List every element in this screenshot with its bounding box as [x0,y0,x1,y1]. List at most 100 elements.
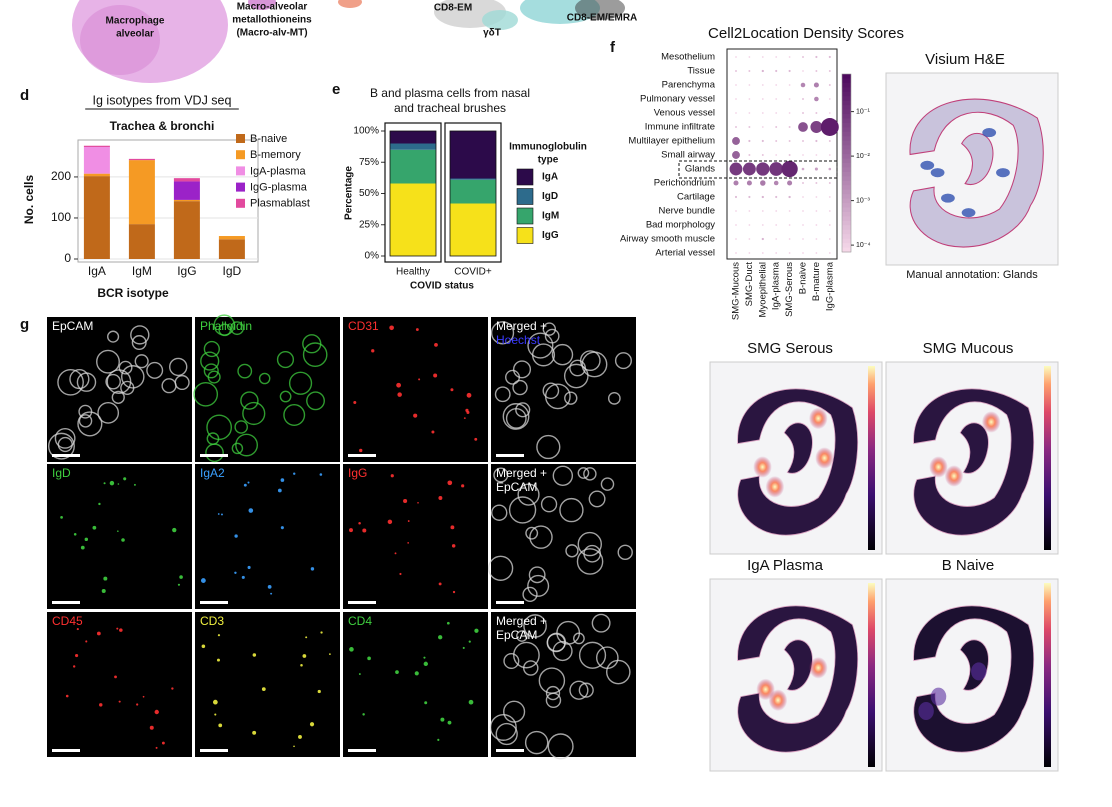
texture [394,552,397,555]
x-tick-label: IgG [177,264,196,278]
colorbar-step [842,105,851,111]
texture [431,430,435,434]
map-tissue [913,388,1034,536]
texture [161,378,177,394]
bar-segment [390,183,436,256]
texture [200,351,220,371]
dot [802,196,804,198]
texture [588,490,606,508]
he-tissue [909,98,1044,248]
texture [503,652,520,670]
colorbar-step [842,87,851,93]
texture [69,368,90,390]
dot [815,139,818,143]
texture [155,746,158,749]
texture [495,722,518,746]
colorbar-tick-label: 10⁻² [856,153,870,160]
texture [288,371,313,395]
texture [564,391,578,405]
texture [117,483,120,485]
dot [814,167,818,171]
texture [447,480,453,486]
texture [298,734,302,739]
dot [773,180,779,186]
dot [761,224,764,226]
legend-label: B-naive [250,133,287,145]
bar-segment [83,146,110,174]
row-label: Immune infiltrate [645,122,715,133]
scale-bar [348,454,376,457]
texture [119,628,123,632]
row-label: Pulmonary vessel [640,94,715,105]
column-label: IgA-plasma [771,261,782,310]
dot [802,154,804,156]
tile-label: CD3 [200,614,224,628]
dot [748,139,751,143]
texture [614,352,632,370]
texture [118,700,121,703]
dot [761,112,764,114]
texture [433,373,438,378]
colorbar-step [842,145,851,151]
dot [815,252,818,254]
texture [600,477,615,491]
dot [775,195,778,199]
texture [103,482,106,485]
texture [76,628,79,631]
texture [85,640,88,643]
bar-segment [390,131,436,144]
colorbar-step [842,229,851,235]
dot [798,122,808,132]
texture [78,414,93,428]
texture [106,369,132,395]
legend-label: IgA-plasma [250,165,307,177]
texture [502,403,530,430]
legend-swatch [236,134,245,143]
visium-caption: Manual annotation: Glands [906,269,1038,281]
texture [437,738,440,741]
texture [491,504,508,521]
scale-bar [496,454,524,457]
micrograph [343,317,488,462]
map-image [913,605,1034,753]
texture [213,314,235,336]
texture [529,525,553,549]
dot [775,69,778,73]
row-label: Bad morphology [646,220,715,231]
dot [748,112,751,114]
dot [735,238,737,240]
dot [788,154,791,156]
legend-swatch [516,207,534,225]
map-colorbar [1044,583,1051,767]
dot [748,224,751,226]
dot [761,210,764,212]
bar-segment [128,160,155,225]
texture [80,545,85,550]
texture [551,343,574,366]
legend-label: Plasmablast [250,198,310,210]
texture [578,682,594,698]
map-hotspot [753,456,772,478]
texture [414,671,419,676]
texture [309,722,315,727]
texture [396,382,401,388]
dot [828,196,831,198]
texture [577,531,602,557]
dot [748,70,751,72]
texture [540,496,558,513]
dot [828,55,831,59]
row-label: Glands [685,164,715,175]
tile-label: EpCAM [496,628,537,642]
texture [573,632,585,645]
bar-segment [83,176,110,259]
colorbar-step [842,122,851,128]
texture [329,653,331,656]
dot [761,84,764,86]
dot [802,252,804,254]
map-image [737,605,858,753]
texture [417,501,419,504]
dot [802,238,804,240]
dot [828,98,831,100]
dot [775,126,778,128]
map-title: IgA Plasma [747,557,824,574]
